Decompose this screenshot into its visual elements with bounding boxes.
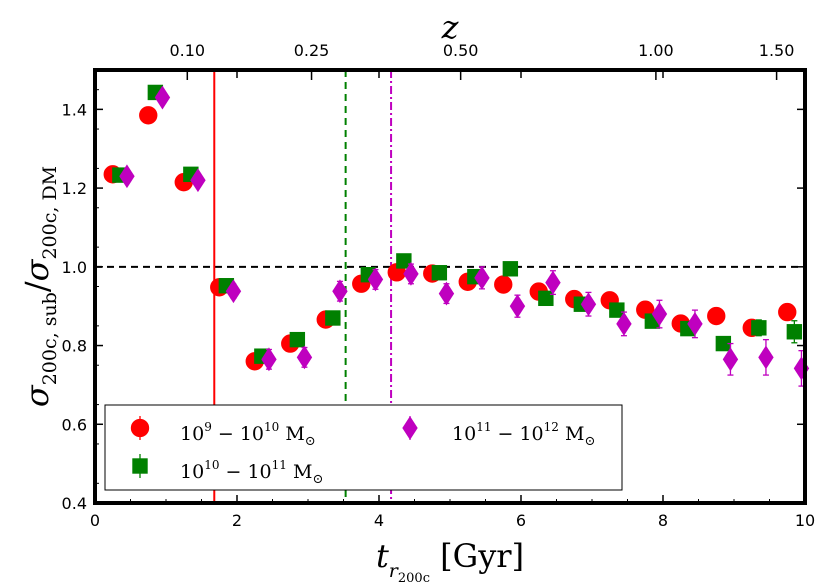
top-tick-label: 0.25 [294,41,330,60]
data-point [758,345,774,370]
data-point [793,356,810,381]
data-point [722,347,739,372]
data-point [778,302,797,322]
top-tick-label: 0.50 [443,41,479,60]
data-point [494,275,513,294]
data-point [687,311,703,336]
data-point [261,347,277,372]
x-tick-label: 0 [90,511,100,530]
data-point [502,261,519,277]
data-point [609,302,625,318]
data-point [396,253,412,269]
legend-label: 109 − 1010 M⊙ [180,420,316,449]
data-point [707,306,726,326]
y-tick-label: 1.0 [62,258,87,277]
data-point [225,279,242,304]
data-point [715,335,732,352]
x-tick-label: 2 [232,511,242,530]
top-tick-label: 0.10 [169,41,205,60]
data-point [403,262,419,286]
y-axis-title: σ200c, sub/σ200c, DM [18,166,61,407]
legend-label: 1011 − 1012 M⊙ [452,420,595,449]
x-axis-title: tr200c [Gyr] [376,537,524,584]
x-tick-label: 6 [516,511,526,530]
data-point [751,320,767,336]
x-tick-label: 8 [658,511,668,530]
data-point [332,279,348,304]
legend-box [104,404,623,491]
y-tick-label: 0.8 [62,337,87,356]
legend-label: 1010 − 1011 M⊙ [180,458,323,487]
y-tick-label: 0.4 [62,494,87,513]
data-point [325,310,341,326]
x-tick-label: 10 [795,511,815,530]
data-point [474,265,490,290]
data-point [119,164,135,189]
data-point [139,106,158,125]
top-axis-title: z [441,8,460,46]
data-point [154,85,171,110]
legend-marker [402,416,418,440]
data-point [651,302,668,326]
data-point [786,324,803,340]
y-tick-label: 1.4 [62,100,87,119]
data-point [538,290,554,307]
data-point [580,292,597,317]
top-tick-label: 1.50 [759,41,795,60]
top-tick-label: 1.00 [638,41,674,60]
data-point [431,265,448,281]
legend-marker [130,418,150,438]
data-point [296,345,313,370]
y-tick-label: 1.2 [62,179,87,198]
data-point [545,270,561,295]
data-point [289,331,306,348]
data-point [509,294,526,319]
y-tick-label: 0.6 [62,415,87,434]
data-point [367,267,384,292]
x-tick-label: 4 [374,511,384,530]
legend-marker [132,458,148,474]
data-point [438,281,455,306]
data-point [616,311,632,336]
data-point [190,168,206,193]
